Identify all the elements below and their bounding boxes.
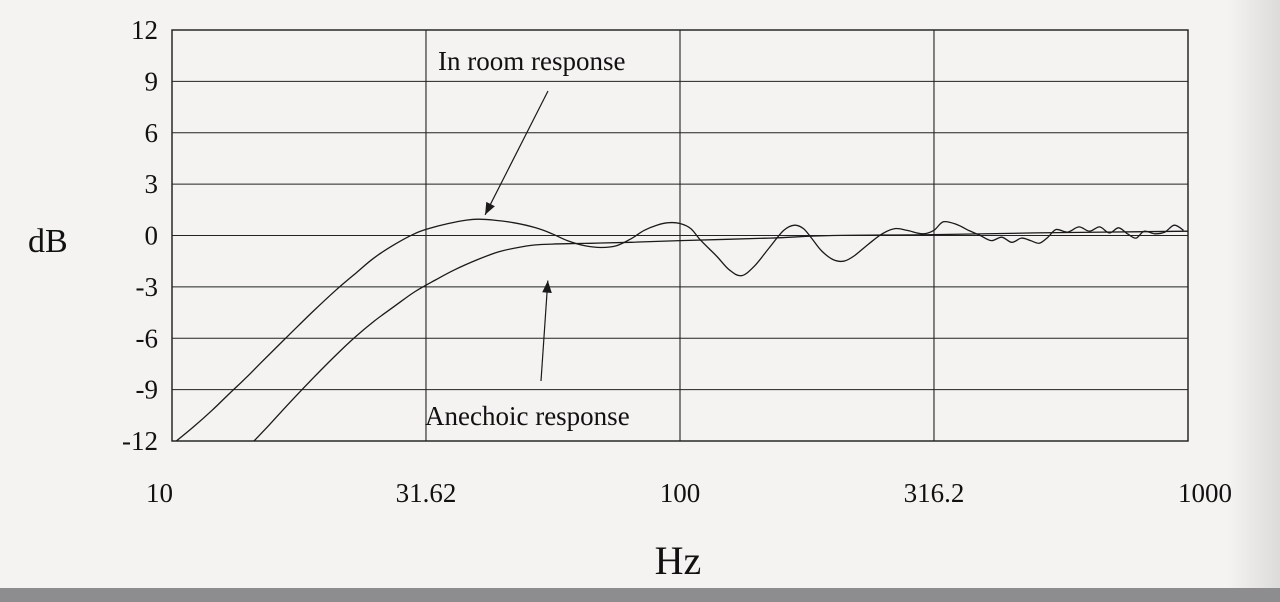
in-room-response-line <box>175 218 1184 442</box>
y-tick-label: -3 <box>136 272 159 302</box>
y-tick-label: 3 <box>145 169 159 199</box>
in-room-response-label: In room response <box>438 46 625 76</box>
x-axis-label: Hz <box>655 538 702 583</box>
y-tick-label: -6 <box>136 323 159 353</box>
page-edge-shadow <box>1228 0 1280 588</box>
anechoic-response-arrow <box>540 280 549 382</box>
anechoic-response-label: Anechoic response <box>425 401 630 431</box>
x-tick-label: 31.62 <box>396 478 457 508</box>
y-axis-label: dB <box>28 223 68 260</box>
grid-lines <box>172 30 1188 441</box>
y-tick-label: 0 <box>145 221 159 251</box>
tick-labels: 12 9 6 3 0 -3 -6 -9 -12 10 31.62 100 316.2 1000 <box>122 15 1232 508</box>
y-tick-label: -12 <box>122 426 158 456</box>
anechoic-response-line <box>253 230 1189 442</box>
y-tick-label: 6 <box>145 118 159 148</box>
arrow-head <box>485 201 495 215</box>
series-group <box>175 218 1189 442</box>
annotations: In room response Anechoic response <box>425 46 630 431</box>
y-tick-label: 9 <box>145 66 159 96</box>
y-tick-label: -9 <box>136 375 159 405</box>
x-tick-label: 10 <box>146 478 173 508</box>
x-tick-label: 316.2 <box>904 478 965 508</box>
in-room-response-arrow <box>484 90 549 216</box>
y-tick-label: 12 <box>131 15 158 45</box>
x-tick-label: 100 <box>660 478 701 508</box>
x-tick-label: 1000 <box>1178 478 1232 508</box>
arrow-head <box>542 280 552 293</box>
bottom-border-strip <box>0 588 1280 602</box>
